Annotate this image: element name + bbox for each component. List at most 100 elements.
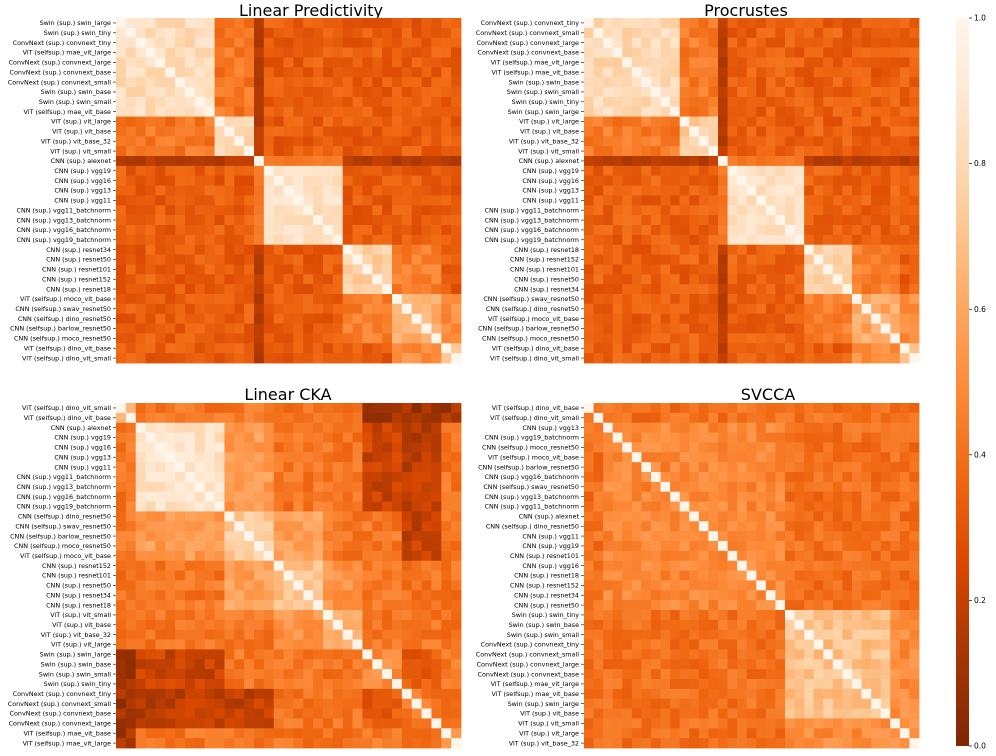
heatmap-cell [382,18,393,29]
heatmap-cell [660,87,671,98]
heatmap-cell [263,215,275,226]
heatmap-cell [165,541,176,552]
heatmap-cell [861,541,872,552]
heatmap-cell [263,649,275,660]
heatmap-cell [909,156,920,167]
heatmap-cell [890,570,901,581]
heatmap-cell [622,254,633,265]
heatmap-cell [362,254,373,265]
heatmap-cell [794,649,805,660]
heatmap-cell [612,708,623,719]
heatmap-cell [352,570,363,581]
heatmap-cell [593,521,604,532]
heatmap-cell [899,106,910,117]
heatmap-cell [813,649,824,660]
heatmap-cell [593,639,604,650]
heatmap-cell [125,560,137,571]
heatmap-cell [756,550,767,562]
heatmap-cell [660,185,671,196]
heatmap-cell [352,550,363,562]
heatmap-cell [116,87,127,98]
heatmap-cell [145,313,156,324]
heatmap-cell [631,472,642,483]
heatmap-cell [145,531,156,542]
heatmap-cell [263,679,275,690]
heatmap-cell [641,679,652,690]
heatmap-cell [283,116,294,127]
heatmap-cell [303,679,314,690]
heatmap-cell [852,343,862,354]
heatmap-cell [185,333,196,344]
heatmap-cell [823,37,834,48]
heatmap-cell [263,550,275,562]
heatmap-cell [283,610,294,621]
heatmap-cell [756,116,767,127]
heatmap-cell [909,688,920,700]
heatmap-cell [116,590,127,601]
heatmap-cell [313,511,324,522]
heatmap-cell [871,422,882,433]
heatmap-cell [441,205,452,216]
heatmap-cell [899,639,910,650]
heatmap-cell [612,215,623,226]
heatmap-cell [352,452,363,463]
heatmap-cell [804,560,815,571]
heatmap-cell [832,195,843,206]
heatmap-cell [125,303,137,315]
heatmap-cell [254,205,265,216]
heatmap-cell [603,452,614,463]
heatmap-cell [746,481,757,493]
heatmap-cell [651,205,661,216]
heatmap-cell [254,669,265,680]
row-label: CNN (sup.) vgg16 [54,444,111,452]
heatmap-cell [372,87,383,98]
heatmap-cell [641,521,652,532]
heatmap-cell [234,175,245,186]
heatmap-cell [909,294,920,305]
heatmap-cell [313,481,324,493]
heatmap-cell [372,37,383,48]
heatmap-cell [194,403,206,414]
heatmap-cell [775,550,786,562]
heatmap-cell [603,175,614,186]
heatmap-cell [737,37,748,48]
heatmap-cell [584,234,594,246]
heatmap-cell [842,343,853,354]
heatmap-cell [273,254,284,265]
heatmap-cell [746,353,757,364]
heatmap-cell [670,96,681,108]
heatmap-cell [362,511,373,522]
heatmap-cell [679,77,690,88]
heatmap-cell [165,698,176,709]
heatmap-cell [708,254,719,265]
heatmap-cell [832,472,843,483]
heatmap-cell [214,274,225,285]
heatmap-cell [737,698,748,709]
heatmap-cell [204,639,215,650]
heatmap-cell [441,165,452,177]
heatmap-cell [411,669,422,680]
heatmap-cell [431,57,442,68]
row-label: CNN (sup.) vgg11 [54,463,111,471]
heatmap-cell [313,284,324,295]
heatmap-cell [631,610,642,621]
heatmap-cell [411,619,422,631]
heatmap-cell [244,323,255,334]
heatmap-cell [631,126,642,137]
heatmap-cell [899,156,910,167]
heatmap-cell [175,126,186,137]
heatmap-cell [708,353,719,364]
heatmap-cell [622,27,633,39]
heatmap-cell [593,688,604,700]
heatmap-cell [622,106,633,117]
heatmap-cell [660,481,671,493]
heatmap-cell [813,619,824,631]
heatmap-cell [323,738,334,749]
heatmap-cell [718,313,728,324]
heatmap-cell [125,452,137,463]
heatmap-cell [155,521,166,532]
heatmap-cell [603,165,614,177]
heatmap-cell [392,481,403,493]
heatmap-cell [382,27,393,39]
heatmap-cell [401,610,413,621]
